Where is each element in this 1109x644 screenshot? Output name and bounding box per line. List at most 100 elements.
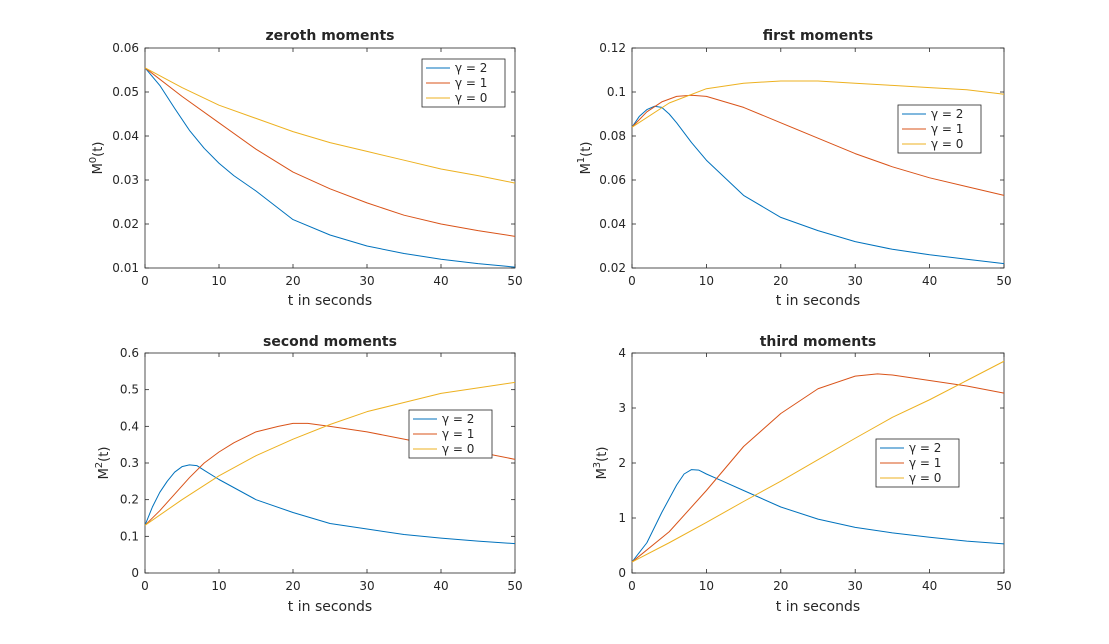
plot-area: 0 10 20 30 40 500.020.040.060.080.10.12γ = 2γ… [599,41,1011,288]
y-tick-label: 0.04 [112,129,139,143]
x-tick-label: 30 [359,274,374,288]
y-axis-label: M2(t) [94,447,112,480]
y-axis-label-superscript: 2 [94,462,105,468]
y-tick-label: 0.5 [120,383,139,397]
y-tick-label: 0.12 [599,41,626,55]
x-tick-label: 10 [211,274,226,288]
y-tick-label: 0.6 [120,346,139,360]
y-axis-label: M3(t) [592,447,610,480]
series-line-3 [144,381,516,526]
x-tick-label: 0 [628,274,636,288]
y-tick-label: 2 [618,456,626,470]
x-tick-label: 50 [996,274,1011,288]
legend-label-1: γ = 2 [909,441,941,455]
x-tick-label: 0 [628,579,636,593]
y-tick-label: 0.1 [607,85,626,99]
x-axis-label: t in seconds [776,293,860,309]
plot-area: 0 10 20 30 40 50 0.01 0.02 0.03 0.04 0.05 0.06 γ = 2… [112,41,522,288]
y-tick-label: 0 [618,566,626,580]
series-line-1 [144,464,516,545]
series-line-1 [144,67,516,268]
y-axis-label-superscript: 1 [576,157,587,163]
x-tick-label: 50 [507,579,522,593]
y-axis-label-base: M [97,468,112,479]
panel-first-moments: first moments t in seconds M1(t) 0 10 20 30… [576,28,1012,309]
legend-label-2: γ = 1 [931,122,963,136]
x-tick-label: 0 [141,579,149,593]
y-tick-label: 0.02 [599,261,626,275]
y-axis-label-superscript: 3 [592,462,603,468]
x-axis-label: t in seconds [288,599,372,615]
x-axis-label: t in seconds [776,599,860,615]
legend: γ = 2γ = 1γ = 0 [421,58,506,108]
x-tick-label: 10 [699,274,714,288]
x-tick-label: 30 [848,274,863,288]
series-line-3 [144,67,516,184]
y-tick-label: 0.06 [112,41,139,55]
y-tick-label: 0.2 [120,493,139,507]
legend-label-2: γ = 1 [909,456,941,470]
series-line-3 [631,80,1005,128]
y-tick-label: 0.4 [120,419,139,433]
y-tick-label: 0 [131,566,139,580]
y-axis-label: M0(t) [88,142,106,175]
y-tick-label: 0.1 [120,529,139,543]
legend-label-3: γ = 0 [909,471,941,485]
y-tick-label: 4 [618,346,626,360]
legend-label-1: γ = 2 [442,412,474,426]
axes-box [144,352,516,574]
y-tick-label: 3 [618,401,626,415]
y-axis-label-superscript: 0 [88,157,99,163]
legend: γ = 2γ = 1γ = 0 [897,104,982,154]
legend-label-3: γ = 0 [455,91,487,105]
y-tick-label: 0.05 [112,85,139,99]
x-tick-label: 50 [507,274,522,288]
x-tick-label: 20 [285,579,300,593]
legend-label-3: γ = 0 [931,137,963,151]
x-tick-label: 20 [773,579,788,593]
legend-label-2: γ = 1 [442,427,474,441]
x-axis-label: t in seconds [288,293,372,309]
chart-title: zeroth moments [266,28,395,44]
y-tick-label: 0.3 [120,456,139,470]
plot-area: 0 10 20 30 40 50 0 1 2 3 4 γ = 2γ = 1γ = 0 [618,346,1011,593]
x-tick-label: 30 [359,579,374,593]
panel-third-moments: third moments t in seconds M3(t) 0 10 20 30… [592,334,1012,615]
chart-title: third moments [760,334,877,350]
y-tick-label: 0.04 [599,217,626,231]
x-tick-label: 10 [699,579,714,593]
y-axis-label-base: M [595,468,610,479]
chart-title: second moments [263,334,397,350]
series-line-2 [631,94,1005,196]
series-line-2 [144,67,516,237]
x-tick-label: 40 [433,274,448,288]
panel-second-moments: second moments t in seconds M2(t) 0 10 20 3… [94,334,523,615]
legend: γ = 2γ = 1γ = 0 [875,438,960,488]
y-axis-label-tail: (t) [595,447,610,462]
y-tick-label: 1 [618,511,626,525]
legend-label-1: γ = 2 [455,61,487,75]
y-tick-label: 0.08 [599,129,626,143]
x-tick-label: 10 [211,579,226,593]
legend-label-3: γ = 0 [442,442,474,456]
y-axis-label: M1(t) [576,142,594,175]
x-tick-label: 50 [996,579,1011,593]
series-line-3 [631,360,1005,563]
series-line-2 [631,373,1005,563]
series-line-1 [631,105,1005,265]
chart-title: first moments [763,28,873,44]
legend-label-2: γ = 1 [455,76,487,90]
y-tick-label: 0.03 [112,173,139,187]
x-tick-label: 30 [848,579,863,593]
y-tick-label: 0.02 [112,217,139,231]
x-tick-label: 20 [285,274,300,288]
x-tick-label: 20 [773,274,788,288]
series-line-1 [631,469,1005,563]
y-tick-label: 0.06 [599,173,626,187]
legend: γ = 2γ = 1γ = 0 [408,409,493,459]
axes-box [631,47,1005,269]
x-tick-label: 0 [141,274,149,288]
plot-area: 0 10 20 30 40 50 0 0.1 0.2 0.3 0.4 0.5 0.6 γ = 2γ = 1… [120,346,523,593]
y-tick-label: 0.01 [112,261,139,275]
x-tick-label: 40 [922,579,937,593]
